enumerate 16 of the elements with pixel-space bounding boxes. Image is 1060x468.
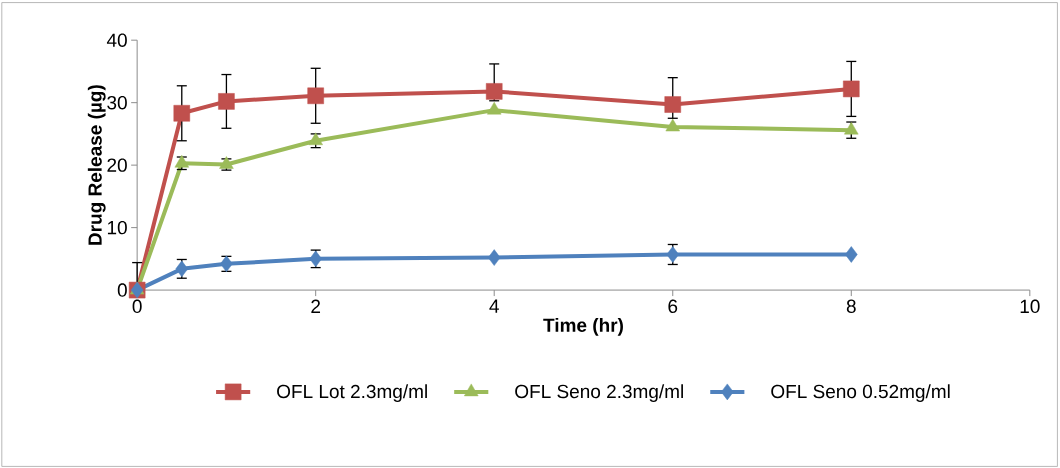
y-tick-label: 30 bbox=[107, 95, 127, 110]
legend-label: OFL Seno 2.3mg/ml bbox=[515, 384, 683, 402]
y-tick-label: 10 bbox=[107, 220, 127, 235]
y-tick-label: 20 bbox=[107, 158, 127, 172]
legend-label: OFL Seno 0.52mg/ml bbox=[771, 384, 950, 402]
x-tick-label: 8 bbox=[846, 299, 856, 313]
x-tick-label: 10 bbox=[1020, 299, 1040, 313]
x-tick-label: 4 bbox=[489, 299, 499, 313]
y-tick-label: 0 bbox=[117, 283, 127, 297]
legend-label: OFL Lot 2.3mg/ml bbox=[277, 384, 427, 402]
x-tick-label: 2 bbox=[311, 299, 321, 313]
x-tick-label: 0 bbox=[132, 299, 142, 313]
x-axis-title: Time (hr) bbox=[543, 317, 623, 336]
y-axis-title: Drug Release (µg) bbox=[87, 85, 106, 245]
x-tick-label: 6 bbox=[668, 299, 678, 313]
y-tick-label: 40 bbox=[106, 33, 127, 47]
